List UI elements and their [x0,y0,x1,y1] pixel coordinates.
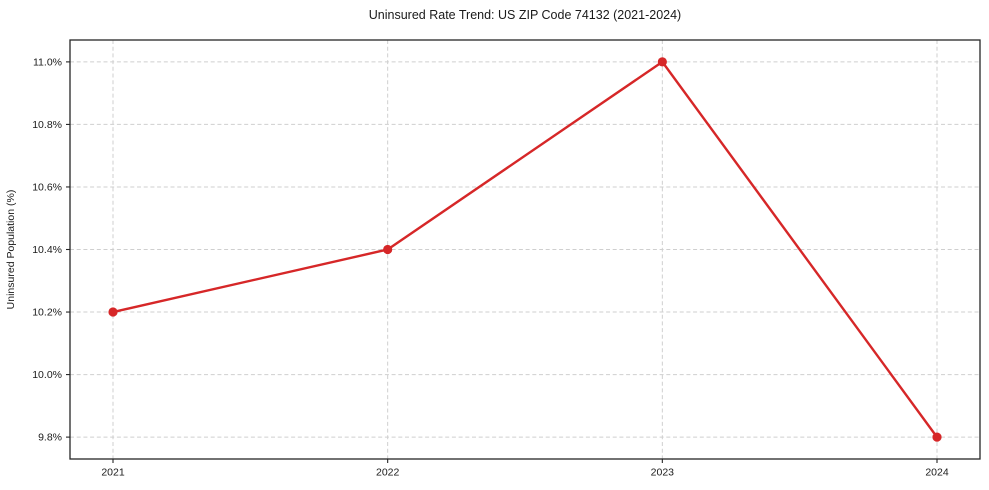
y-tick-label: 9.8% [38,432,62,444]
axis-ticks [66,61,938,463]
trend-line [111,60,939,439]
tick-labels: 9.8% 10.0% 10.2% 10.4% 10.6% 10.8% 11.0% 2021 20… [32,56,949,478]
data-point [932,432,942,442]
plot-border [69,39,981,460]
x-tick-label: 2022 [376,467,400,479]
y-tick-label: 11.0% [33,56,62,68]
y-tick-label: 10.8% [32,119,62,131]
y-tick-label: 10.0% [32,369,62,381]
y-axis-label: Uninsured Population (%) [5,190,17,310]
x-tick-label: 2024 [925,467,949,479]
data-point [108,307,118,317]
y-tick-label: 10.2% [32,307,62,319]
data-point [657,57,667,67]
x-tick-label: 2021 [101,467,125,479]
data-series [108,57,942,442]
chart-title: Uninsured Rate Trend: US ZIP Code 74132 … [369,8,681,22]
gridlines [70,40,980,459]
y-tick-label: 10.6% [32,181,62,193]
data-point [383,244,393,255]
y-tick-label: 10.4% [32,244,62,256]
x-tick-label: 2023 [651,467,675,479]
